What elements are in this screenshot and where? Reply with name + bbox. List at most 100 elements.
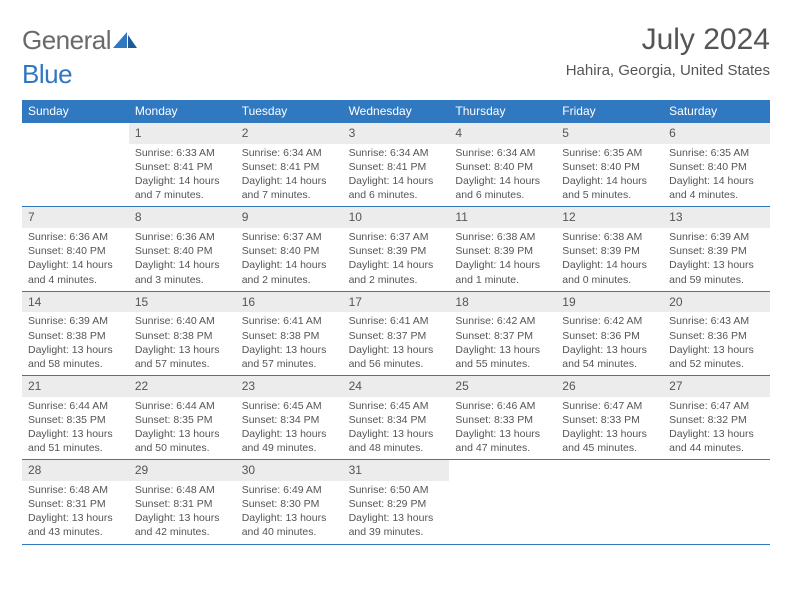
day-body: Sunrise: 6:44 AMSunset: 8:35 PMDaylight:… [22,397,129,460]
daylight-text: Daylight: 14 hours and 1 minute. [455,258,550,286]
daylight-text: Daylight: 14 hours and 5 minutes. [562,174,657,202]
daylight-text: Daylight: 13 hours and 57 minutes. [242,343,337,371]
sunrise-text: Sunrise: 6:47 AM [669,399,764,413]
day-number: 15 [129,292,236,313]
day-number: 6 [663,123,770,144]
day-number: 21 [22,376,129,397]
day-body: Sunrise: 6:34 AMSunset: 8:40 PMDaylight:… [449,144,556,207]
weeks-container: 1Sunrise: 6:33 AMSunset: 8:41 PMDaylight… [22,123,770,544]
day-cell [22,123,129,206]
daylight-text: Daylight: 13 hours and 44 minutes. [669,427,764,455]
day-number: 25 [449,376,556,397]
title-block: July 2024 Hahira, Georgia, United States [566,20,770,81]
weekday-header: Thursday [449,100,556,124]
daylight-text: Daylight: 13 hours and 52 minutes. [669,343,764,371]
day-cell: 19Sunrise: 6:42 AMSunset: 8:36 PMDayligh… [556,292,663,375]
day-number: 22 [129,376,236,397]
sunrise-text: Sunrise: 6:38 AM [562,230,657,244]
day-cell: 29Sunrise: 6:48 AMSunset: 8:31 PMDayligh… [129,460,236,543]
day-body: Sunrise: 6:36 AMSunset: 8:40 PMDaylight:… [129,228,236,291]
sunrise-text: Sunrise: 6:39 AM [669,230,764,244]
daylight-text: Daylight: 13 hours and 56 minutes. [349,343,444,371]
week-row: 28Sunrise: 6:48 AMSunset: 8:31 PMDayligh… [22,460,770,544]
daylight-text: Daylight: 13 hours and 55 minutes. [455,343,550,371]
sunset-text: Sunset: 8:41 PM [242,160,337,174]
sunset-text: Sunset: 8:37 PM [349,329,444,343]
day-body: Sunrise: 6:35 AMSunset: 8:40 PMDaylight:… [663,144,770,207]
daylight-text: Daylight: 13 hours and 47 minutes. [455,427,550,455]
day-body: Sunrise: 6:39 AMSunset: 8:39 PMDaylight:… [663,228,770,291]
day-number: 29 [129,460,236,481]
day-cell: 5Sunrise: 6:35 AMSunset: 8:40 PMDaylight… [556,123,663,206]
day-cell: 23Sunrise: 6:45 AMSunset: 8:34 PMDayligh… [236,376,343,459]
day-cell: 30Sunrise: 6:49 AMSunset: 8:30 PMDayligh… [236,460,343,543]
sunrise-text: Sunrise: 6:35 AM [562,146,657,160]
weekday-header: Saturday [663,100,770,124]
day-number: 13 [663,207,770,228]
sunrise-text: Sunrise: 6:42 AM [455,314,550,328]
sunrise-text: Sunrise: 6:43 AM [669,314,764,328]
day-body: Sunrise: 6:36 AMSunset: 8:40 PMDaylight:… [22,228,129,291]
day-cell: 26Sunrise: 6:47 AMSunset: 8:33 PMDayligh… [556,376,663,459]
day-cell: 4Sunrise: 6:34 AMSunset: 8:40 PMDaylight… [449,123,556,206]
brand-part1: General [22,25,111,55]
daylight-text: Daylight: 14 hours and 4 minutes. [669,174,764,202]
brand-text: General Blue [22,24,139,92]
daylight-text: Daylight: 13 hours and 58 minutes. [28,343,123,371]
day-number: 31 [343,460,450,481]
weekday-header: Wednesday [343,100,450,124]
day-cell: 22Sunrise: 6:44 AMSunset: 8:35 PMDayligh… [129,376,236,459]
day-body: Sunrise: 6:43 AMSunset: 8:36 PMDaylight:… [663,312,770,375]
day-number: 26 [556,376,663,397]
day-body: Sunrise: 6:46 AMSunset: 8:33 PMDaylight:… [449,397,556,460]
sunrise-text: Sunrise: 6:49 AM [242,483,337,497]
sunrise-text: Sunrise: 6:36 AM [135,230,230,244]
daylight-text: Daylight: 13 hours and 59 minutes. [669,258,764,286]
day-number: 4 [449,123,556,144]
day-body: Sunrise: 6:47 AMSunset: 8:33 PMDaylight:… [556,397,663,460]
sunrise-text: Sunrise: 6:34 AM [242,146,337,160]
sunset-text: Sunset: 8:38 PM [135,329,230,343]
sunset-text: Sunset: 8:40 PM [242,244,337,258]
sunset-text: Sunset: 8:39 PM [562,244,657,258]
daylight-text: Daylight: 13 hours and 49 minutes. [242,427,337,455]
day-number: 28 [22,460,129,481]
day-number: 8 [129,207,236,228]
day-body: Sunrise: 6:45 AMSunset: 8:34 PMDaylight:… [236,397,343,460]
day-body: Sunrise: 6:47 AMSunset: 8:32 PMDaylight:… [663,397,770,460]
day-cell: 6Sunrise: 6:35 AMSunset: 8:40 PMDaylight… [663,123,770,206]
daylight-text: Daylight: 14 hours and 7 minutes. [242,174,337,202]
daylight-text: Daylight: 14 hours and 3 minutes. [135,258,230,286]
day-body: Sunrise: 6:34 AMSunset: 8:41 PMDaylight:… [343,144,450,207]
daylight-text: Daylight: 13 hours and 39 minutes. [349,511,444,539]
day-number: 30 [236,460,343,481]
day-body: Sunrise: 6:50 AMSunset: 8:29 PMDaylight:… [343,481,450,544]
daylight-text: Daylight: 14 hours and 2 minutes. [242,258,337,286]
day-number [556,460,663,480]
month-title: July 2024 [566,20,770,59]
day-cell: 24Sunrise: 6:45 AMSunset: 8:34 PMDayligh… [343,376,450,459]
daylight-text: Daylight: 13 hours and 51 minutes. [28,427,123,455]
day-body: Sunrise: 6:38 AMSunset: 8:39 PMDaylight:… [449,228,556,291]
sunset-text: Sunset: 8:31 PM [28,497,123,511]
sunset-text: Sunset: 8:33 PM [455,413,550,427]
weekday-header: Sunday [22,100,129,124]
sunrise-text: Sunrise: 6:47 AM [562,399,657,413]
day-body: Sunrise: 6:33 AMSunset: 8:41 PMDaylight:… [129,144,236,207]
sunrise-text: Sunrise: 6:45 AM [242,399,337,413]
day-cell: 2Sunrise: 6:34 AMSunset: 8:41 PMDaylight… [236,123,343,206]
week-row: 7Sunrise: 6:36 AMSunset: 8:40 PMDaylight… [22,207,770,291]
sunrise-text: Sunrise: 6:37 AM [242,230,337,244]
day-body: Sunrise: 6:48 AMSunset: 8:31 PMDaylight:… [22,481,129,544]
daylight-text: Daylight: 13 hours and 57 minutes. [135,343,230,371]
sunrise-text: Sunrise: 6:33 AM [135,146,230,160]
day-cell: 15Sunrise: 6:40 AMSunset: 8:38 PMDayligh… [129,292,236,375]
day-number: 17 [343,292,450,313]
day-body: Sunrise: 6:40 AMSunset: 8:38 PMDaylight:… [129,312,236,375]
day-body: Sunrise: 6:49 AMSunset: 8:30 PMDaylight:… [236,481,343,544]
sunset-text: Sunset: 8:31 PM [135,497,230,511]
day-number [449,460,556,480]
sunset-text: Sunset: 8:32 PM [669,413,764,427]
day-cell: 8Sunrise: 6:36 AMSunset: 8:40 PMDaylight… [129,207,236,290]
sunset-text: Sunset: 8:40 PM [562,160,657,174]
